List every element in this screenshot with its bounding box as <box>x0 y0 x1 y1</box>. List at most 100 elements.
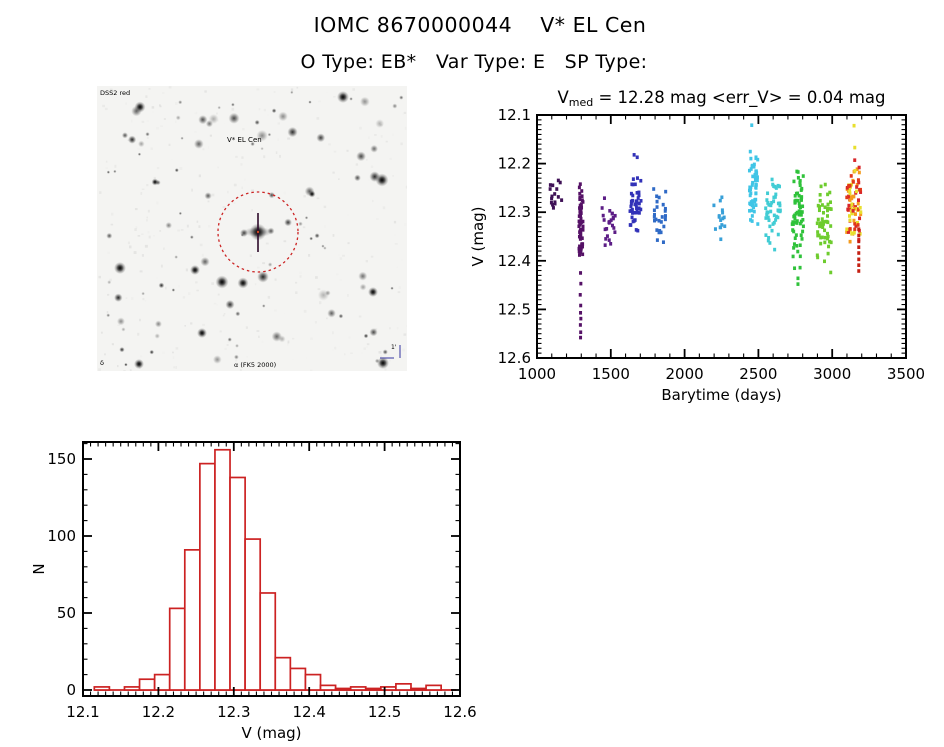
histogram-bar <box>289 667 307 691</box>
star <box>178 211 182 216</box>
star <box>116 317 125 326</box>
data-point <box>608 209 612 213</box>
data-point <box>857 269 861 273</box>
data-point <box>604 237 608 241</box>
target-circle <box>217 191 299 273</box>
data-point <box>772 220 776 225</box>
data-point <box>661 240 665 244</box>
data-point <box>752 209 756 214</box>
star <box>271 331 282 342</box>
data-point <box>635 176 639 180</box>
data-point <box>637 211 641 215</box>
star <box>298 221 303 227</box>
data-point <box>818 192 822 197</box>
data-point <box>823 259 827 264</box>
data-point <box>655 228 659 232</box>
data-point <box>826 251 830 256</box>
data-point <box>846 230 850 234</box>
x-tick-label: 12.5 <box>368 703 401 721</box>
data-point <box>631 211 635 215</box>
scale-label: 1' <box>391 344 397 351</box>
data-point <box>854 207 858 211</box>
data-point <box>628 209 632 213</box>
data-point <box>720 195 724 200</box>
data-point <box>611 215 615 220</box>
star <box>262 304 266 308</box>
data-point <box>795 219 799 223</box>
data-point <box>663 209 667 213</box>
data-point <box>848 198 852 202</box>
data-point <box>846 207 850 212</box>
star <box>137 152 142 156</box>
data-point <box>637 206 641 211</box>
data-point <box>798 221 802 226</box>
data-point <box>800 210 804 214</box>
histogram-bar <box>334 687 352 691</box>
data-point <box>769 209 773 214</box>
data-point <box>628 223 632 227</box>
data-point <box>801 218 805 222</box>
star <box>180 136 184 140</box>
data-point <box>772 199 776 204</box>
lightcurve-axes <box>536 114 907 359</box>
data-point <box>752 205 756 210</box>
star <box>189 235 194 240</box>
data-point <box>853 168 857 173</box>
data-point <box>580 236 584 241</box>
data-point <box>850 202 854 206</box>
lightcurve-points <box>548 123 863 340</box>
star <box>327 308 336 318</box>
data-point <box>752 162 756 167</box>
data-point <box>817 205 821 209</box>
data-point <box>795 244 799 248</box>
object-type-line: O Type: EB* Var Type: E SP Type: <box>300 51 648 73</box>
data-point <box>853 221 857 226</box>
data-point <box>548 183 552 187</box>
star <box>363 333 369 339</box>
data-point <box>850 210 854 214</box>
data-point <box>859 212 863 217</box>
histogram-bar <box>379 686 397 691</box>
data-point <box>580 198 584 202</box>
data-point <box>579 203 583 208</box>
data-point <box>847 227 851 232</box>
data-point <box>855 189 859 194</box>
data-point <box>637 201 641 206</box>
data-point <box>768 224 772 229</box>
data-point <box>663 206 667 211</box>
data-point <box>816 230 820 234</box>
star <box>399 95 404 100</box>
data-point <box>657 218 661 223</box>
data-point <box>799 188 803 192</box>
data-point <box>578 293 582 297</box>
data-point <box>579 303 583 308</box>
data-point <box>756 222 760 226</box>
data-point <box>652 187 656 191</box>
data-point <box>578 206 582 210</box>
data-point <box>826 206 830 211</box>
data-point <box>770 200 774 205</box>
histogram-bar <box>259 592 277 691</box>
star <box>154 320 162 328</box>
data-point <box>723 224 727 229</box>
data-point <box>778 203 782 208</box>
data-point <box>797 193 801 198</box>
star <box>204 192 212 200</box>
data-point <box>791 254 795 259</box>
data-point <box>578 228 582 233</box>
data-point <box>635 210 639 215</box>
data-point <box>579 316 583 321</box>
data-point <box>825 208 829 213</box>
data-point <box>769 203 773 208</box>
data-point <box>826 214 830 218</box>
data-point <box>776 201 780 206</box>
data-point <box>603 243 607 247</box>
data-point <box>652 212 656 217</box>
data-point <box>857 227 861 232</box>
data-point <box>558 180 562 185</box>
star <box>212 355 222 364</box>
data-point <box>631 193 635 198</box>
star <box>235 311 241 317</box>
